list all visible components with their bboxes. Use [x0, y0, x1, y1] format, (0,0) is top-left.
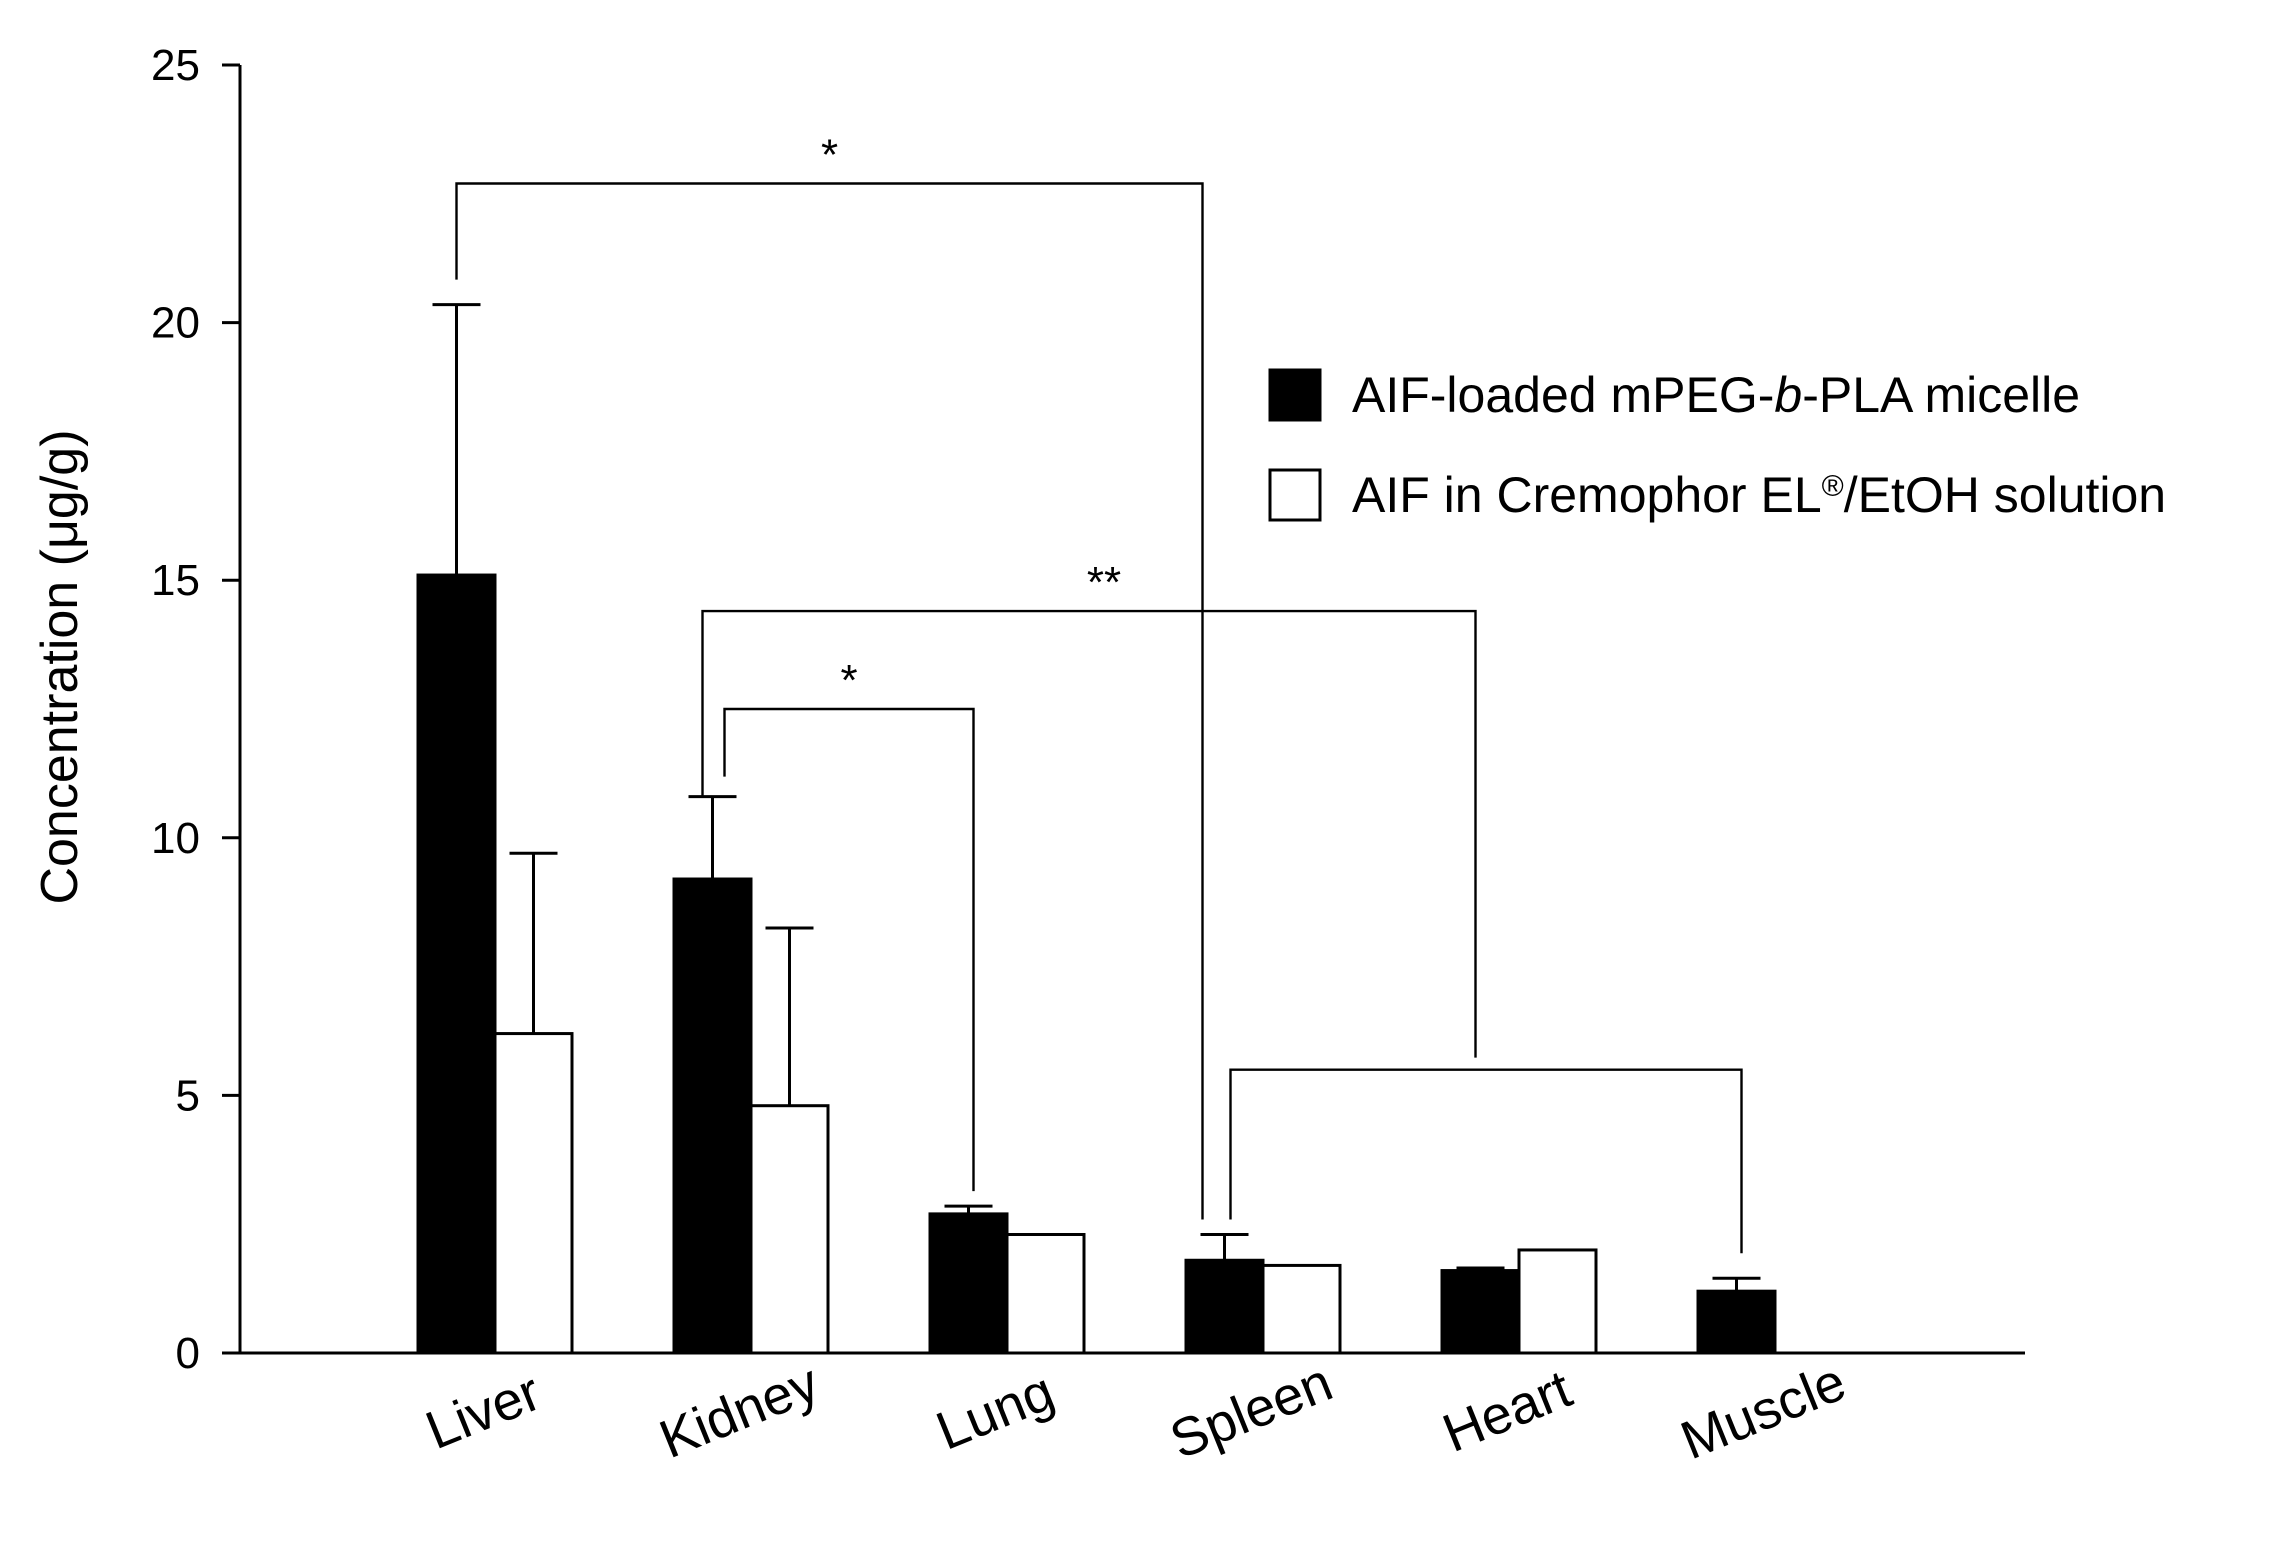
x-tick-label: Lung — [928, 1361, 1062, 1462]
legend-swatch — [1268, 468, 1322, 522]
y-axis-label: Concentration (μg/g) — [31, 429, 89, 904]
significance-bracket — [701, 609, 1477, 1058]
y-tick-label: 15 — [151, 556, 200, 605]
bar — [749, 1104, 830, 1355]
significance-marker: * — [821, 130, 838, 179]
bar — [1696, 1289, 1777, 1355]
bar — [1440, 1269, 1521, 1355]
bar — [493, 1032, 574, 1355]
y-tick-label: 5 — [176, 1071, 200, 1120]
x-tick-label: Kidney — [651, 1353, 827, 1470]
legend-swatch — [1268, 368, 1322, 422]
x-tick-label: Spleen — [1162, 1352, 1340, 1471]
y-tick-label: 20 — [151, 299, 200, 348]
legend-label: AIF in Cremophor EL®/EtOH solution — [1352, 467, 2166, 523]
significance-bracket — [723, 707, 975, 1192]
bar — [1261, 1263, 1342, 1355]
legend-label: AIF-loaded mPEG-b-PLA micelle — [1352, 367, 2080, 423]
significance-bracket — [455, 182, 1204, 1220]
bar — [416, 573, 497, 1355]
bar — [928, 1212, 1009, 1355]
x-tick-label: Heart — [1435, 1359, 1580, 1464]
x-tick-label: Liver — [418, 1362, 549, 1461]
x-tick-label: Muscle — [1673, 1351, 1854, 1471]
bar — [1184, 1258, 1265, 1355]
y-tick-label: 25 — [151, 41, 200, 90]
legend: AIF-loaded mPEG-b-PLA micelle AIF in Crem… — [1268, 367, 2166, 523]
bar — [672, 877, 753, 1355]
significance-marker: * — [840, 656, 857, 705]
bar — [1517, 1248, 1598, 1355]
significance-brackets: **** — [455, 130, 1743, 1254]
significance-marker: ** — [1087, 558, 1121, 607]
bars — [416, 303, 1777, 1355]
y-tick-label: 0 — [176, 1329, 200, 1378]
significance-bracket — [1229, 1068, 1743, 1254]
y-tick-label: 10 — [151, 814, 200, 863]
bar — [1005, 1233, 1086, 1355]
